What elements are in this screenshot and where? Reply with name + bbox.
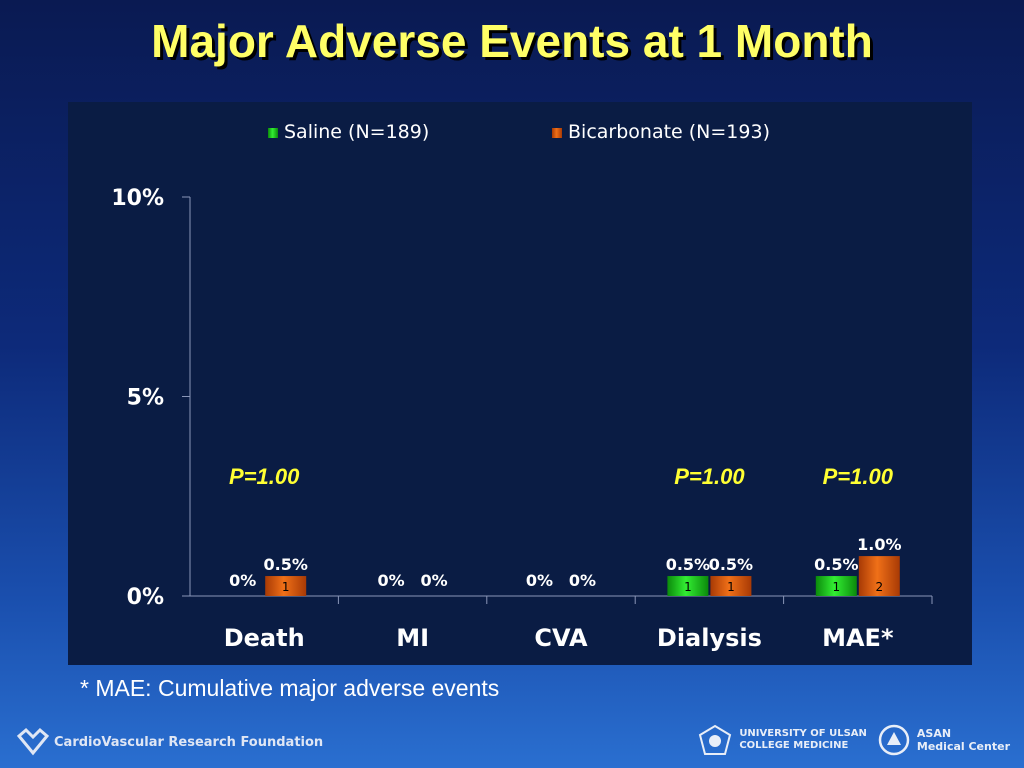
p-value-0: P=1.00 [229,464,300,489]
ulsan-line2: COLLEGE MEDICINE [739,740,849,751]
p-value-4: P=1.00 [823,464,894,489]
legend-label-1: Bicarbonate (N=193) [568,121,770,143]
cvrf-logo: CardioVascular Research Foundation [16,722,323,762]
ulsan-line1: UNIVERSITY OF ULSAN [739,728,867,739]
x-tick-label-2: CVA [534,624,588,652]
y-tick-label-1: 5% [127,386,164,411]
institution-logos: UNIVERSITY OF ULSAN COLLEGE MEDICINE ASA… [697,718,1010,762]
count-label-s1-4: 2 [875,580,883,594]
x-tick-label-0: Death [224,624,305,652]
value-label-s1-1: 0% [421,571,448,590]
p-value-3: P=1.00 [674,464,745,489]
cvrf-logo-text: CardioVascular Research Foundation [54,734,324,750]
legend-swatch-1 [552,128,562,138]
value-label-s0-2: 0% [526,571,553,590]
legend-label-0: Saline (N=189) [284,121,429,143]
count-label-s1-0: 1 [282,580,290,594]
bar-chart: Saline (N=189) Bicarbonate (N=193)0%5%10%… [111,121,933,652]
asan-emblem-icon [878,724,910,756]
heart-logo-icon [16,727,50,756]
value-label-s0-3: 0.5% [666,555,710,574]
value-label-s1-3: 0.5% [709,555,753,574]
count-label-s0-4: 1 [832,580,840,594]
page-title: Major Adverse Events at 1 Month [151,15,873,67]
value-label-s1-2: 0% [569,571,596,590]
bar-s1-4 [858,556,900,596]
y-tick-label-0: 0% [127,585,164,610]
value-label-s1-4: 1.0% [857,535,901,554]
bar-s0-3 [667,576,709,596]
footnote: * MAE: Cumulative major adverse events [80,675,500,701]
ulsan-logo: UNIVERSITY OF ULSAN COLLEGE MEDICINE [697,723,867,757]
chart-panel: Saline (N=189) Bicarbonate (N=193) 0% 5% 10%… [68,102,972,665]
count-label-s0-3: 1 [684,580,692,594]
bar-s1-3 [710,576,752,596]
asan-line1: ASAN [916,727,952,740]
ulsan-emblem-icon [699,724,732,755]
value-label-s0-4: 0.5% [814,555,858,574]
y-tick-label-2: 10% [111,186,164,211]
bar-s0-4 [815,576,857,596]
x-tick-label-4: MAE* [822,624,894,652]
legend-swatch-0 [268,128,278,138]
value-label-s1-0: 0.5% [264,555,308,574]
value-label-s0-0: 0% [229,571,256,590]
x-tick-label-3: Dialysis [657,624,762,652]
asan-line2: Medical Center [916,740,1010,753]
value-label-s0-1: 0% [378,571,405,590]
count-label-s1-3: 1 [727,580,735,594]
bar-s1-0 [265,576,307,596]
asan-logo: ASAN Medical Center [877,723,1010,757]
x-tick-label-1: MI [396,624,429,652]
